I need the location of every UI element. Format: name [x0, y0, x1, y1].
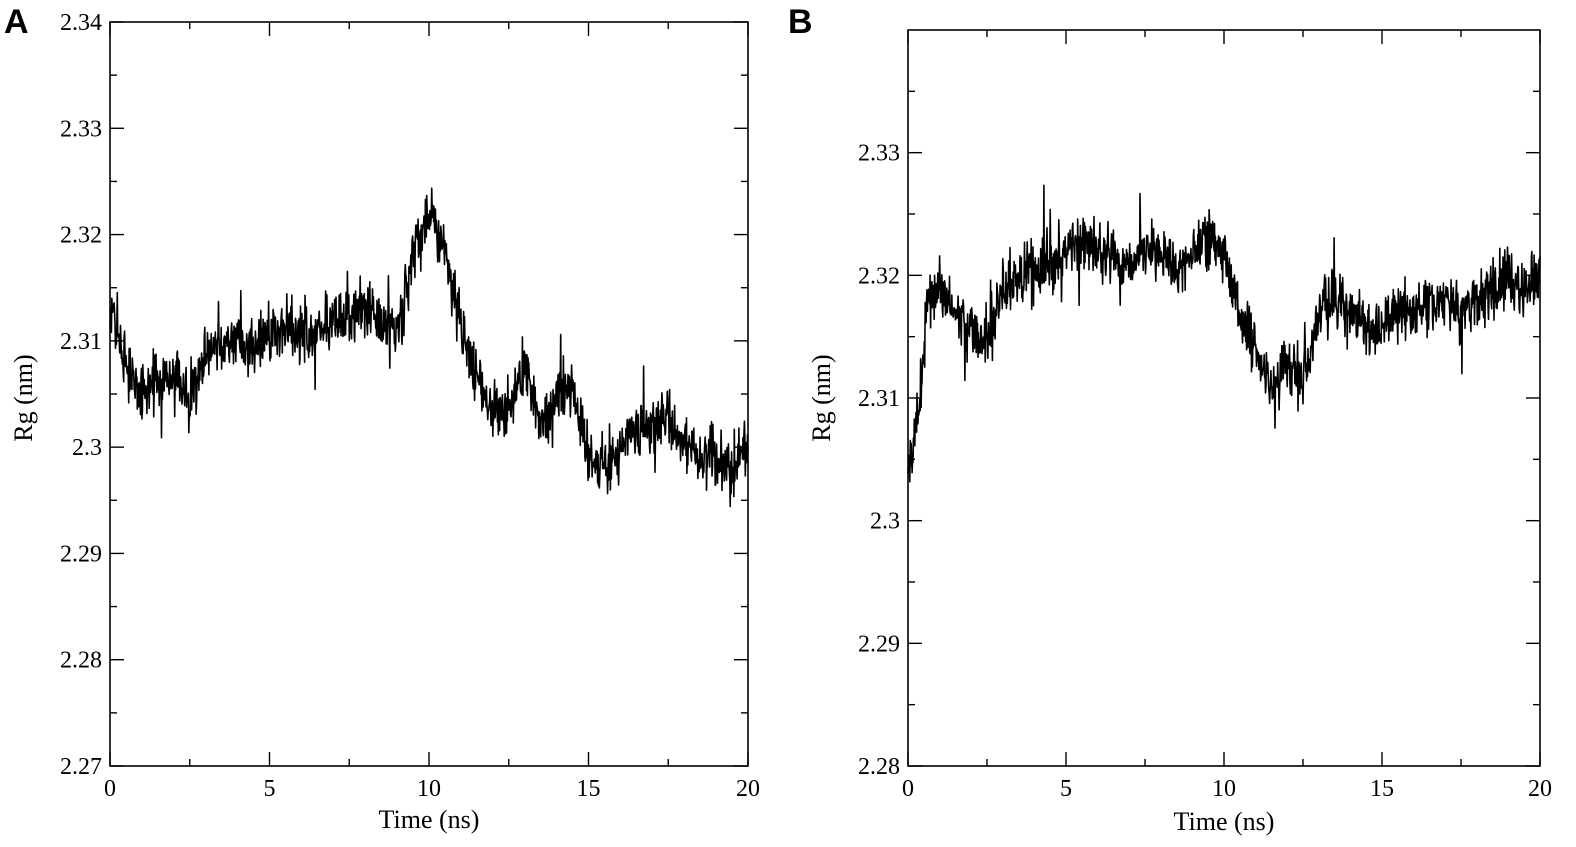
panel-a: A Time (ns) Rg (nm) 0 5 10 15 20 2.27 2.28 2.29…: [4, 3, 760, 834]
panel-a-x-tick-label: 0: [104, 776, 116, 802]
panel-a-x-axis-title: Time (ns): [379, 805, 480, 834]
panel-b-x-tick-label: 15: [1370, 776, 1394, 802]
panel-a-y-tick-label: 2.29: [60, 541, 102, 567]
panel-a-y-tick-label: 2.3: [72, 435, 102, 461]
panel-b-y-tick-label: 2.29: [858, 631, 900, 657]
panel-b-y-axis-title: Rg (nm): [807, 354, 836, 441]
panel-b-y-tick-label: 2.28: [858, 754, 900, 780]
panel-b-y-tick-label: 2.31: [858, 386, 900, 412]
panel-a-y-tick-label: 2.31: [60, 329, 102, 355]
panel-b-x-tick-label: 5: [1060, 776, 1072, 802]
panel-b-x-axis-title: Time (ns): [1174, 807, 1275, 836]
panel-b-x-tick-label: 10: [1212, 776, 1236, 802]
panel-a-x-tick-label: 5: [264, 776, 276, 802]
panel-a-y-tick-label: 2.28: [60, 648, 102, 674]
panel-b-letter: B: [788, 3, 813, 41]
panel-a-x-tick-label: 10: [417, 776, 441, 802]
panel-b-y-tick-label: 2.32: [858, 263, 900, 289]
panel-a-y-tick-label: 2.27: [60, 754, 102, 780]
panel-b-series-line: [907, 184, 1541, 483]
panel-a-letter: A: [4, 3, 29, 41]
panel-a-x-tick-label: 20: [736, 776, 760, 802]
panel-b-x-tick-label: 0: [902, 776, 914, 802]
panel-b: B Time (ns) Rg (nm) 0 5 10 15 202.282.292.32…: [788, 3, 1552, 836]
panel-a-x-tick-label: 15: [577, 776, 601, 802]
panel-a-series-line: [109, 187, 749, 508]
panel-b-x-tick-label: 20: [1528, 776, 1552, 802]
panel-a-y-tick-label: 2.34: [60, 10, 102, 36]
panel-a-y-tick-label: 2.33: [60, 116, 102, 142]
panel-a-y-tick-label: 2.32: [60, 223, 102, 249]
panel-a-y-axis-title: Rg (nm): [9, 354, 38, 441]
panel-b-y-tick-label: 2.3: [870, 509, 900, 535]
panel-b-y-tick-label: 2.33: [858, 141, 900, 167]
